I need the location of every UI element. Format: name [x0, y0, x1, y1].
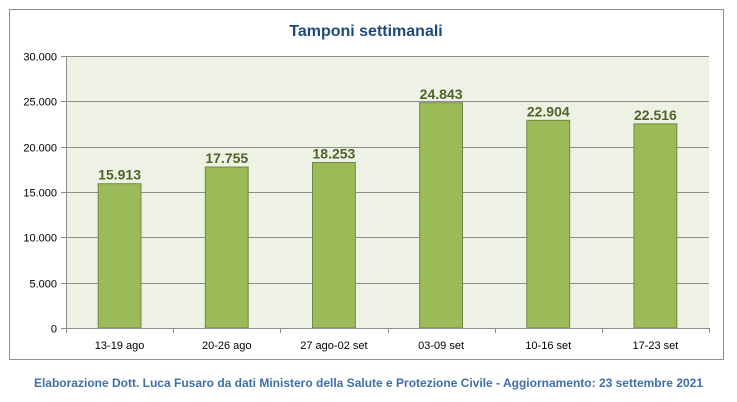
- bar-value-label: 22.516: [634, 107, 677, 123]
- y-axis: 0 5.000 10.000 15.000 20.000 25.000 30.000: [23, 52, 67, 336]
- x-tick-label: 03-09 set: [418, 340, 464, 352]
- y-tick-label: 15.000: [23, 188, 57, 200]
- y-tick-label: 30.000: [23, 52, 57, 64]
- y-tick-label: 0: [51, 324, 57, 336]
- bar: [419, 102, 464, 329]
- bar-value-label: 15.913: [98, 167, 141, 183]
- bar: [204, 166, 249, 329]
- x-tick-label: 17-23 set: [632, 340, 678, 352]
- data-labels: 15.913 17.755 18.253 24.843 22.904 22.516: [98, 86, 677, 183]
- bar-value-label: 24.843: [420, 86, 463, 102]
- x-tick-label: 20-26 ago: [202, 340, 252, 352]
- bar-value-label: 17.755: [205, 150, 248, 166]
- bar-value-label: 22.904: [527, 103, 570, 119]
- y-tick-label: 5.000: [29, 279, 57, 291]
- y-tick-label: 25.000: [23, 97, 57, 109]
- x-tick-label: 27 ago-02 set: [300, 340, 367, 352]
- gridlines: [66, 56, 709, 284]
- bar-value-label: 18.253: [313, 146, 356, 162]
- bar: [97, 183, 142, 329]
- bar-chart: Tamponi settimanali 15.913 17.755 18.253 24…: [23, 23, 710, 352]
- bar: [311, 162, 356, 329]
- y-tick-label: 20.000: [23, 143, 57, 155]
- source-footer: Elaborazione Dott. Luca Fusaro da dati M…: [33, 376, 704, 390]
- x-tick-label: 13-19 ago: [95, 340, 145, 352]
- x-axis: 13-19 ago 20-26 ago 27 ago-02 set 03-09 set…: [66, 328, 710, 352]
- bar: [526, 119, 571, 329]
- bar: [633, 123, 678, 329]
- bars: [97, 102, 678, 329]
- chart-title: Tamponi settimanali: [289, 23, 443, 40]
- y-tick-label: 10.000: [23, 233, 57, 245]
- x-tick-label: 10-16 set: [525, 340, 571, 352]
